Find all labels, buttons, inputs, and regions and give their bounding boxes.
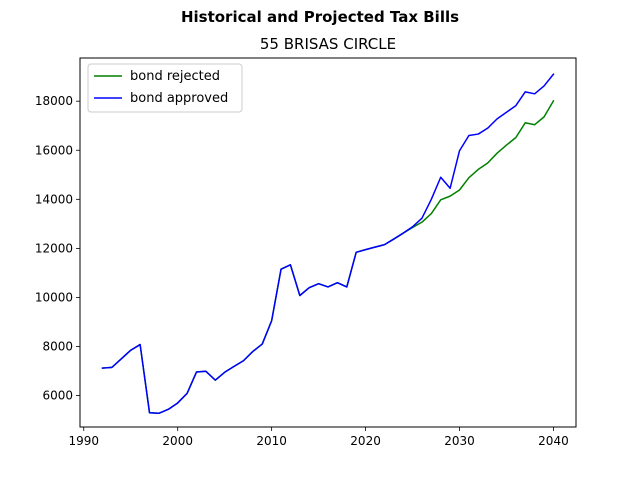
y-tick-label: 10000: [35, 290, 73, 304]
series-line-bond-approved: [101, 73, 555, 415]
x-tick-label: 2010: [256, 434, 287, 448]
legend-label: bond rejected: [130, 69, 220, 84]
series-line-bond-rejected: [101, 99, 555, 415]
x-tick-label: 2020: [350, 434, 381, 448]
y-tick-label: 16000: [35, 143, 73, 157]
legend-box: [87, 63, 243, 113]
y-tick-label: 12000: [35, 241, 73, 255]
x-tick-label: 1990: [68, 434, 99, 448]
x-tick-label: 2000: [162, 434, 193, 448]
y-tick-label: 14000: [35, 192, 73, 206]
x-tick-label: 2040: [538, 434, 569, 448]
y-tick-label: 18000: [35, 94, 73, 108]
legend: bond rejected bond approved: [87, 63, 243, 113]
y-tick-label: 8000: [42, 340, 73, 354]
axes-frame: [79, 57, 577, 428]
chart-title: 55 BRISAS CIRCLE: [260, 35, 396, 53]
x-tick-label: 2030: [444, 434, 475, 448]
y-tick-label: 6000: [42, 389, 73, 403]
plot-area: [101, 73, 555, 415]
chart-suptitle: Historical and Projected Tax Bills: [181, 8, 459, 26]
legend-label: bond approved: [130, 91, 228, 106]
axis-ticks: 1990 2000 2010 2020 2030 2040 6000 8000 10000 120…: [35, 94, 569, 448]
